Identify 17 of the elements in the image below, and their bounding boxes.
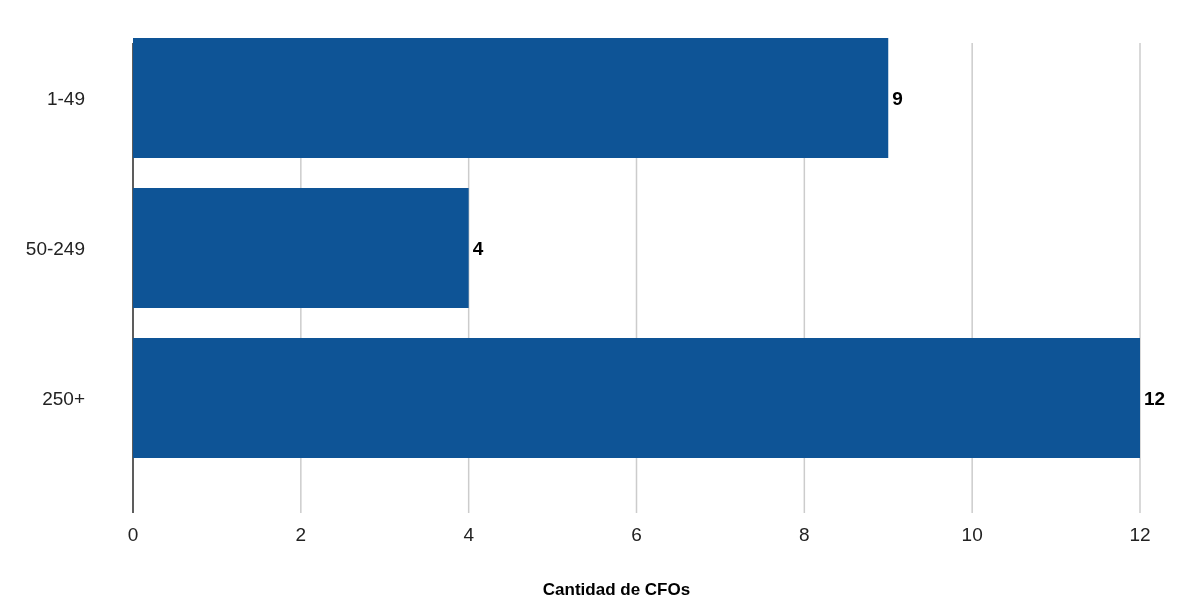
- data-label: 9: [892, 87, 903, 109]
- x-tick-label: 2: [295, 524, 307, 545]
- y-tick-label: 250+: [42, 387, 85, 409]
- x-tick-label: 12: [1129, 524, 1151, 545]
- x-axis-title: Cantidad de CFOs: [542, 580, 691, 599]
- bar: [133, 38, 889, 158]
- bar: [133, 188, 469, 308]
- x-tick-label: 6: [631, 524, 642, 545]
- data-label: 4: [472, 237, 484, 259]
- x-tick-label: 10: [961, 524, 983, 545]
- bar: [133, 338, 1140, 458]
- x-tick-label: 4: [463, 524, 475, 545]
- x-tick-label: 8: [799, 524, 810, 545]
- data-label: 12: [1144, 387, 1166, 409]
- x-tick-label: 0: [127, 524, 139, 545]
- y-tick-label: 1-49: [46, 87, 85, 109]
- y-tick-label: 50-249: [25, 237, 85, 259]
